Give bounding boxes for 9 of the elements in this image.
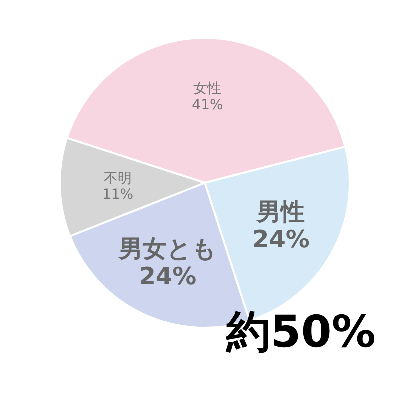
slice-label: 不明 xyxy=(104,170,132,187)
data-label: 24% xyxy=(139,262,197,291)
data-label: 11% xyxy=(102,187,134,204)
slice-label: 男女とも xyxy=(118,234,217,263)
text: 約50% xyxy=(226,306,376,360)
slice-label: 女性 xyxy=(194,81,222,98)
data-label: 24% xyxy=(252,226,310,254)
data-label: 41% xyxy=(192,97,224,114)
slice-label: 男性 xyxy=(256,198,306,226)
